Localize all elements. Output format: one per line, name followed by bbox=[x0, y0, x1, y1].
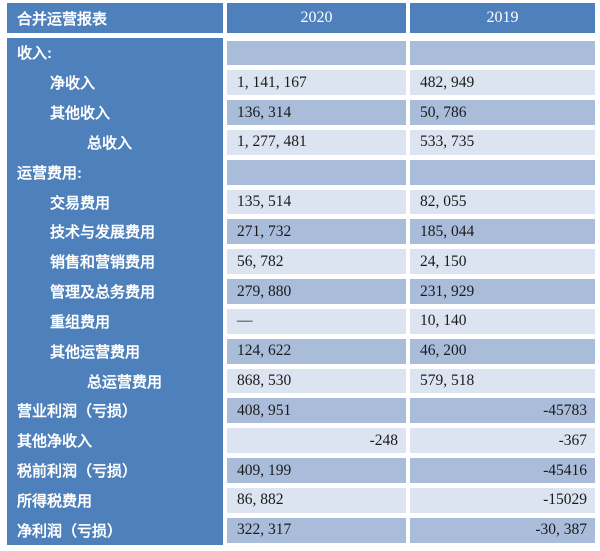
value-cell-wrapper: 409, 199 bbox=[227, 456, 406, 486]
value-cell-wrapper: 124, 622 bbox=[227, 336, 406, 366]
table-header-row: 合并运营报表 2020 2019 bbox=[7, 3, 595, 33]
income-statement-table: 合并运营报表 2020 2019 收入: 净收入其他收入总收入 运营费用: 交易费用技… bbox=[7, 3, 595, 545]
value-cell-wrapper bbox=[410, 157, 595, 187]
column-header-2019: 2019 bbox=[410, 3, 595, 33]
value-cell-wrapper: -30, 387 bbox=[410, 515, 595, 545]
row-label: 总运营费用 bbox=[87, 373, 163, 391]
value-cell-wrapper: 408, 951 bbox=[227, 396, 406, 426]
value-cell-wrapper: -45783 bbox=[410, 396, 595, 426]
value-cell-wrapper: 868, 530 bbox=[227, 366, 406, 396]
value-cell-2020: 136, 314 bbox=[227, 100, 406, 125]
value-cell-2019: -45783 bbox=[410, 398, 595, 424]
value-cell-2020: 279, 880 bbox=[227, 279, 406, 304]
value-cell-2020: 271, 732 bbox=[227, 219, 406, 245]
row-label: 其他运营费用 bbox=[50, 343, 141, 361]
value-cell-2019: -367 bbox=[410, 428, 595, 454]
row-labels-column: 收入: 净收入其他收入总收入 运营费用: 交易费用技术与发展费用 销售和营销费用 管理及总… bbox=[7, 38, 223, 545]
value-cell-2019: 50, 786 bbox=[410, 100, 595, 125]
value-cell-2019 bbox=[410, 159, 595, 185]
value-cell-wrapper: 231, 929 bbox=[410, 277, 595, 307]
value-cell-wrapper: 82, 055 bbox=[410, 187, 595, 217]
value-cell-wrapper: 579, 518 bbox=[410, 366, 595, 396]
value-cell-2020: 868, 530 bbox=[227, 368, 406, 394]
row-label: 交易费用 bbox=[50, 194, 111, 212]
row-label: 净收入 bbox=[50, 75, 96, 93]
value-cell-2020: -248 bbox=[227, 428, 406, 454]
value-cell-wrapper: 279, 880 bbox=[227, 277, 406, 307]
row-label: 销售和营销费用 bbox=[50, 254, 156, 272]
value-cell-wrapper: 24, 150 bbox=[410, 247, 595, 277]
value-cell-2020: 1, 141, 167 bbox=[227, 70, 406, 96]
value-cell-wrapper: -367 bbox=[410, 426, 595, 456]
value-cell-2020: 86, 882 bbox=[227, 487, 406, 513]
value-cell-2019: 24, 150 bbox=[410, 249, 595, 275]
value-cell-wrapper: 533, 735 bbox=[410, 127, 595, 157]
row-label: 净利润（亏损） bbox=[17, 522, 123, 540]
value-cell-2019: 533, 735 bbox=[410, 129, 595, 155]
value-cell-2020: 56, 782 bbox=[227, 249, 406, 275]
value-cell-wrapper: 56, 782 bbox=[227, 247, 406, 277]
value-cell-wrapper: 1, 141, 167 bbox=[227, 68, 406, 98]
value-cell-wrapper bbox=[227, 38, 406, 68]
value-cell-wrapper: -45416 bbox=[410, 456, 595, 486]
value-cell-2019 bbox=[410, 40, 595, 66]
row-label: 其他收入 bbox=[50, 105, 111, 123]
value-cell-2020: 322, 317 bbox=[227, 517, 406, 543]
row-label: 营业利润（亏损） bbox=[17, 403, 138, 421]
row-label: 运营费用: bbox=[17, 164, 82, 182]
table-title: 合并运营报表 bbox=[7, 3, 223, 33]
row-label: 重组费用 bbox=[50, 313, 111, 331]
value-cell-2020: — bbox=[227, 308, 406, 334]
value-cell-wrapper bbox=[410, 38, 595, 68]
row-label: 所得税费用 bbox=[17, 492, 93, 510]
value-cell-2019: 82, 055 bbox=[410, 189, 595, 215]
value-cell-2020 bbox=[227, 40, 406, 66]
value-cell-wrapper: — bbox=[227, 306, 406, 336]
value-cell-wrapper: 322, 317 bbox=[227, 515, 406, 545]
value-cell-2020 bbox=[227, 159, 406, 185]
value-cell-wrapper: -15029 bbox=[410, 485, 595, 515]
column-header-2020: 2020 bbox=[227, 3, 406, 33]
row-label: 技术与发展费用 bbox=[50, 224, 156, 242]
value-cell-2019: -15029 bbox=[410, 487, 595, 513]
value-cell-2019: -30, 387 bbox=[410, 517, 595, 543]
value-cell-2019: -45416 bbox=[410, 458, 595, 483]
value-cell-2019: 46, 200 bbox=[410, 338, 595, 364]
table-body: 收入: 净收入其他收入总收入 运营费用: 交易费用技术与发展费用 销售和营销费用 管理及总… bbox=[7, 38, 595, 545]
value-cell-wrapper bbox=[227, 157, 406, 187]
value-cell-wrapper: 1, 277, 481 bbox=[227, 127, 406, 157]
value-cell-2019: 185, 044 bbox=[410, 219, 595, 245]
value-cell-2020: 408, 951 bbox=[227, 398, 406, 424]
row-label: 收入: bbox=[17, 45, 52, 63]
value-cell-wrapper: 482, 949 bbox=[410, 68, 595, 98]
value-cell-2019: 231, 929 bbox=[410, 279, 595, 304]
value-cell-wrapper: 46, 200 bbox=[410, 336, 595, 366]
value-cell-2019: 482, 949 bbox=[410, 70, 595, 96]
row-label: 其他净收入 bbox=[17, 433, 93, 451]
row-label: 管理及总务费用 bbox=[50, 284, 156, 302]
row-label: 总收入 bbox=[87, 134, 133, 152]
value-cell-wrapper: 135, 514 bbox=[227, 187, 406, 217]
value-cell-wrapper: -248 bbox=[227, 426, 406, 456]
value-cell-2020: 135, 514 bbox=[227, 189, 406, 215]
value-cell-2019: 10, 140 bbox=[410, 308, 595, 334]
values-column-2020: 1, 141, 167 136, 314 1, 277, 481 135, 514 27… bbox=[227, 38, 406, 545]
value-cell-wrapper: 86, 882 bbox=[227, 485, 406, 515]
value-cell-wrapper: 10, 140 bbox=[410, 306, 595, 336]
value-cell-2020: 409, 199 bbox=[227, 458, 406, 483]
value-cell-2019: 579, 518 bbox=[410, 368, 595, 394]
row-label: 税前利润（亏损） bbox=[17, 463, 138, 480]
value-cell-2020: 1, 277, 481 bbox=[227, 129, 406, 155]
value-cell-wrapper: 50, 786 bbox=[410, 98, 595, 128]
values-column-2019: 482, 949 50, 786 533, 735 82, 055 185, 044 24… bbox=[410, 38, 595, 545]
value-cell-wrapper: 136, 314 bbox=[227, 98, 406, 128]
value-cell-wrapper: 271, 732 bbox=[227, 217, 406, 247]
value-cell-wrapper: 185, 044 bbox=[410, 217, 595, 247]
value-cell-2020: 124, 622 bbox=[227, 338, 406, 364]
